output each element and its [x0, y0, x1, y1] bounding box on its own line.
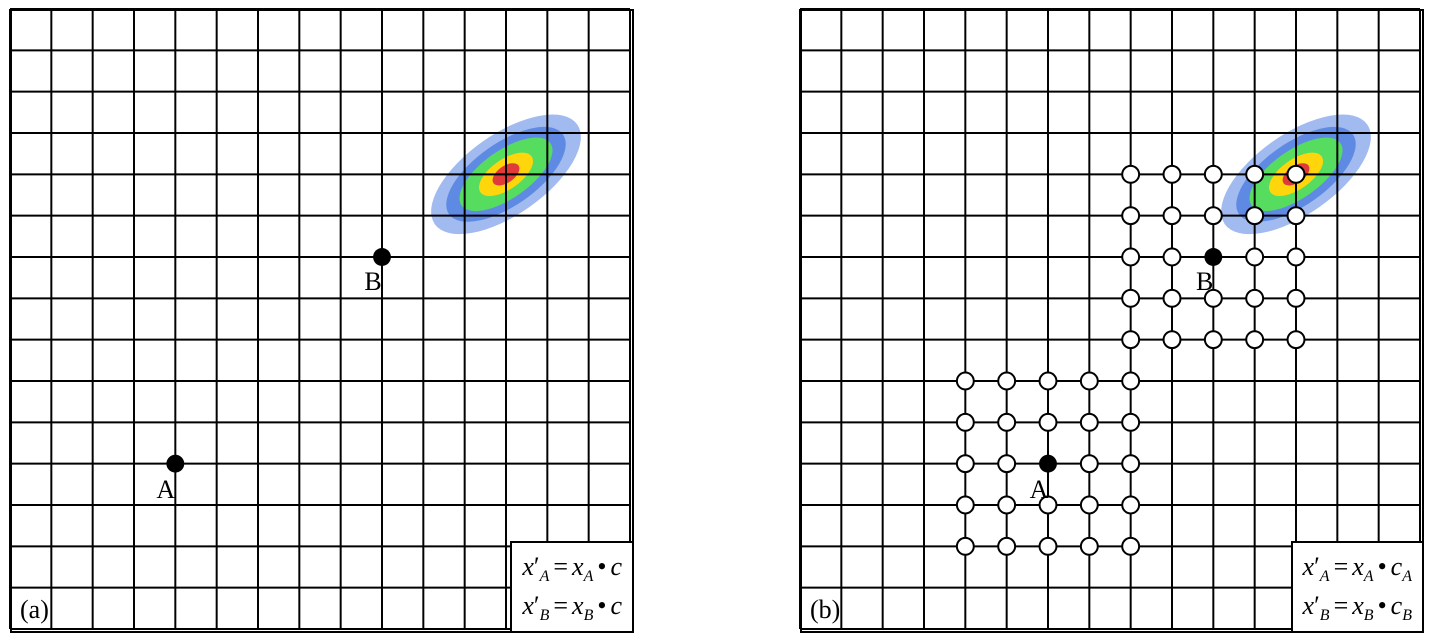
panel-a: (a) A B x′A=xA•cx′B=xB•c	[10, 9, 634, 633]
panel-a-equations: x′A=xA•cx′B=xB•c	[510, 541, 632, 631]
panel-a-svg	[10, 9, 630, 629]
point-A-label: A	[1030, 475, 1049, 505]
point-A-label: A	[156, 475, 175, 505]
figure: (a) A B x′A=xA•cx′B=xB•c (b) A B x′A=xA•…	[0, 0, 1440, 643]
point-B-label: B	[1196, 267, 1213, 297]
panel-b-equations: x′A=xA•cAx′B=xB•cB	[1291, 541, 1422, 631]
panel-b-svg	[800, 9, 1420, 629]
panel-b-label: (b)	[810, 595, 840, 625]
point-B-label: B	[364, 267, 381, 297]
panel-a-label: (a)	[20, 595, 49, 625]
panel-b: (b) A B x′A=xA•cAx′B=xB•cB	[800, 9, 1424, 633]
